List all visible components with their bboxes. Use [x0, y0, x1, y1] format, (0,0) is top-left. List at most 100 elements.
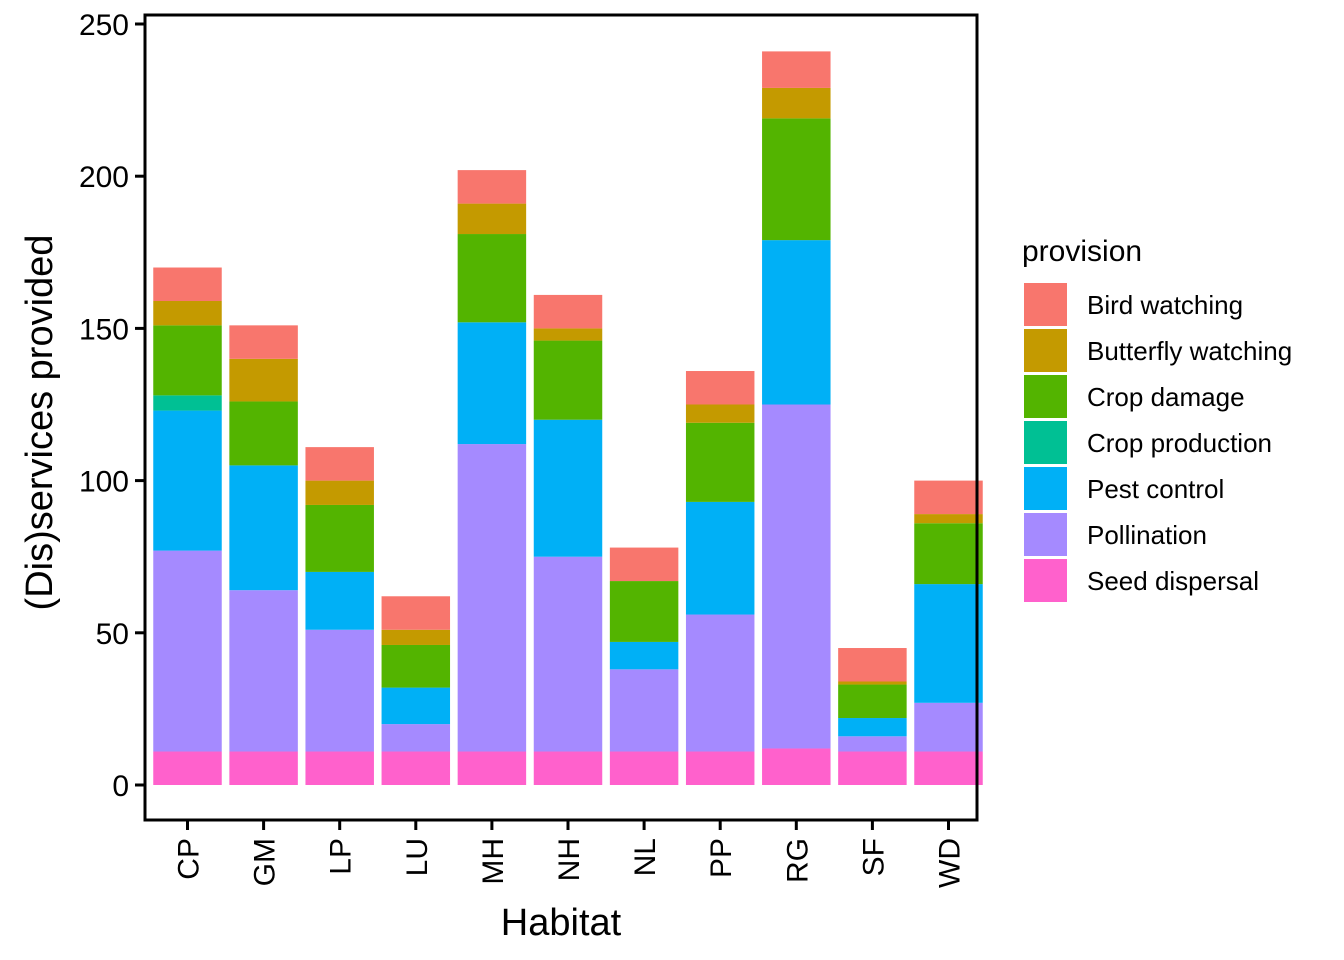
bar-segment	[305, 504, 374, 572]
x-tick-label: NL	[629, 838, 662, 876]
bar-segment	[533, 340, 603, 420]
bar-segment	[381, 596, 451, 630]
legend-label: Pest control	[1087, 474, 1224, 504]
bar-segment	[609, 547, 679, 582]
bar-segment	[153, 550, 222, 752]
bar-segment	[457, 203, 527, 235]
legend-swatch	[1024, 467, 1067, 510]
bar-segment	[762, 240, 831, 405]
bar-segment	[685, 614, 755, 752]
x-tick-label: CP	[173, 838, 206, 880]
bar-segment	[762, 118, 831, 241]
bar-segment	[762, 87, 831, 119]
bar-segment	[838, 681, 907, 685]
bar-segment	[229, 325, 298, 359]
bar-segment	[762, 748, 831, 785]
x-tick-label: NH	[553, 838, 586, 881]
bar-segment	[153, 410, 222, 551]
x-tick-label: WD	[934, 838, 967, 888]
bar-segment	[838, 751, 907, 785]
x-axis-title: Habitat	[501, 902, 622, 944]
legend-label: Seed dispersal	[1087, 566, 1259, 596]
bar-segment	[762, 404, 831, 749]
x-tick-label: LU	[401, 838, 434, 876]
legend-title: provision	[1022, 235, 1142, 268]
bar-segment	[533, 294, 603, 329]
legend-label: Bird watching	[1087, 290, 1243, 320]
x-tick-label: PP	[705, 838, 738, 878]
bar-segment	[305, 480, 374, 505]
bar-segment	[685, 404, 755, 423]
bar-segment	[229, 358, 298, 402]
bar-segment	[305, 571, 374, 630]
bar-segment	[609, 581, 679, 642]
bar-segment	[381, 724, 451, 752]
bar-segment	[838, 684, 907, 719]
y-tick-label: 50	[96, 618, 129, 651]
bar-segment	[838, 718, 907, 737]
bar-segment	[305, 447, 374, 481]
bar-segment	[762, 51, 831, 88]
legend-label: Crop production	[1087, 428, 1272, 458]
y-axis-title: (Dis)services provided	[19, 235, 61, 611]
bar-segment	[914, 514, 983, 524]
x-tick-label: MH	[477, 838, 510, 885]
bar-segment	[305, 629, 374, 752]
legend-swatch	[1024, 513, 1067, 556]
bar-segment	[381, 687, 451, 725]
bar-segment	[533, 419, 603, 557]
bar-segment	[229, 401, 298, 466]
bar-segment	[914, 751, 983, 785]
legend-swatch	[1024, 375, 1067, 418]
bar-segment	[153, 751, 222, 785]
x-tick-label: SF	[857, 838, 890, 876]
bar-segment	[153, 267, 222, 302]
bar-segment	[609, 641, 679, 670]
bar-segment	[685, 371, 755, 405]
bar-segment	[229, 751, 298, 785]
bar-segment	[153, 395, 222, 411]
bars-layer	[153, 51, 983, 785]
x-axis: CP GM LP LU MH NH NL PP RG SF WD	[173, 820, 967, 888]
bar-segment	[153, 301, 222, 326]
bar-segment	[153, 325, 222, 396]
bar-segment	[914, 523, 983, 585]
bar-segment	[381, 644, 451, 688]
bar-segment	[609, 751, 679, 785]
bar-segment	[685, 751, 755, 785]
bar-segment	[533, 751, 603, 785]
y-tick-label: 150	[79, 313, 129, 346]
legend-label: Crop damage	[1087, 382, 1245, 412]
y-tick-label: 0	[112, 770, 129, 803]
bar-segment	[381, 629, 451, 645]
bar-segment	[914, 584, 983, 703]
bar-segment	[457, 170, 527, 204]
y-tick-label: 250	[79, 9, 129, 42]
y-tick-label: 200	[79, 161, 129, 194]
legend-label: Butterfly watching	[1087, 336, 1292, 366]
bar-segment	[533, 328, 603, 341]
bar-segment	[914, 702, 983, 752]
bar-segment	[914, 480, 983, 515]
y-tick-label: 100	[79, 466, 129, 499]
bar-segment	[609, 669, 679, 752]
bar-segment	[457, 751, 527, 785]
legend-swatch	[1024, 329, 1067, 372]
plot-panel-border	[143, 13, 979, 822]
legend-swatch	[1024, 559, 1067, 602]
bar-segment	[305, 751, 374, 785]
bar-segment	[457, 444, 527, 752]
legend-swatch	[1024, 283, 1067, 326]
bar-segment	[381, 751, 451, 785]
x-tick-label: GM	[249, 838, 282, 886]
bar-segment	[457, 234, 527, 323]
bar-segment	[685, 501, 755, 615]
legend-swatch	[1024, 421, 1067, 464]
legend: provision Bird watching Butterfly watchin…	[1022, 235, 1292, 602]
bar-segment	[229, 590, 298, 752]
bar-segment	[229, 465, 298, 591]
x-tick-label: RG	[781, 838, 814, 883]
x-tick-label: LP	[325, 838, 358, 875]
y-axis: 0 50 100 150 200 250	[79, 9, 145, 803]
